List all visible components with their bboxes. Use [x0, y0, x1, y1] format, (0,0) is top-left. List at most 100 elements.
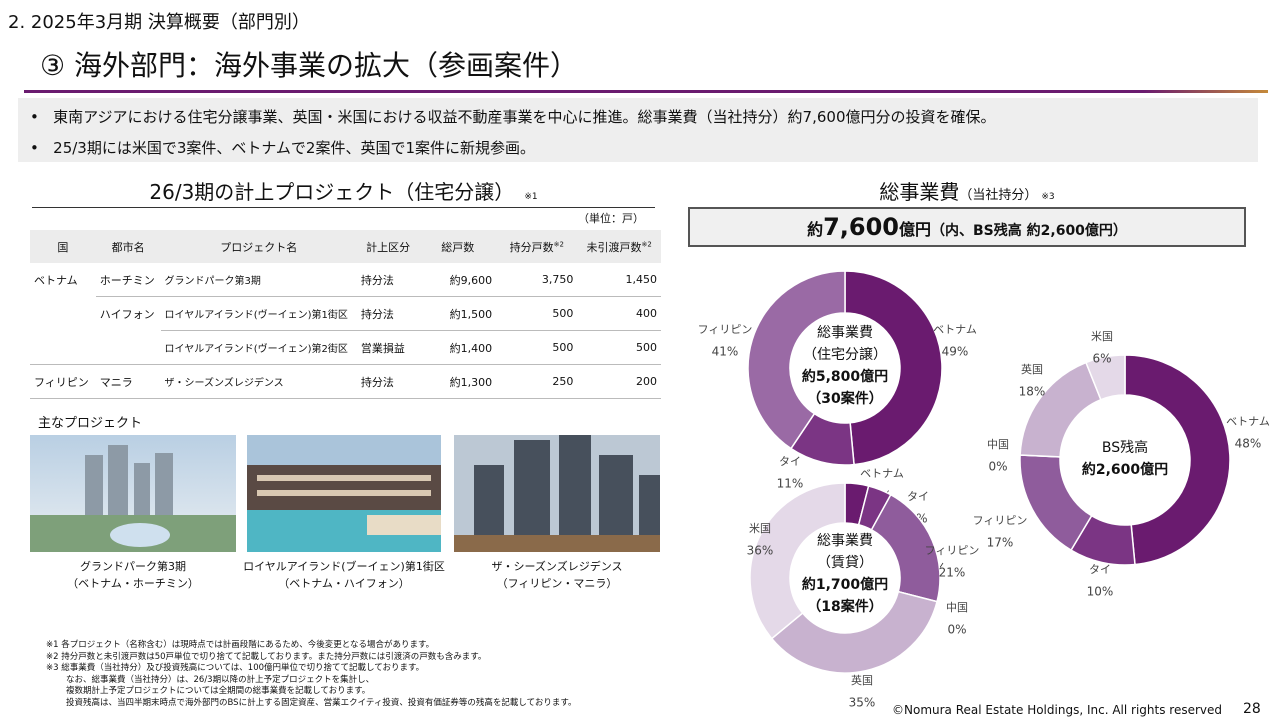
table-cell: フィリピン	[30, 364, 96, 399]
cell-text: フィリピン	[34, 375, 89, 389]
caption: グランドパーク第3期 （ベトナム・ホーチミン）	[30, 558, 236, 592]
cell-text: 500	[636, 341, 657, 354]
table-cell: 約9,600	[419, 263, 497, 297]
total-title-text: 総事業費	[879, 180, 960, 204]
table-cell	[30, 330, 96, 365]
cell-text: 500	[552, 307, 574, 320]
unit: （単位：戸）	[578, 212, 644, 225]
segment-value: 0%	[988, 460, 1007, 474]
segment-label: 米国	[749, 522, 771, 535]
table-cell: 1,450	[577, 263, 661, 297]
table-row: ハイフォン ロイヤルアイランド(ヴーイェン)第1街区 持分法 約1,500 500 400	[30, 296, 661, 331]
table-cell: 500	[577, 330, 661, 365]
cell-text: 営業損益	[360, 341, 405, 355]
caption: ザ・シーズンズレジデンス （フィリピン・マニラ）	[454, 558, 660, 592]
cell-text: グランドパーク第3期	[164, 276, 261, 287]
segment-label: フィリピン	[925, 544, 980, 557]
bullet-text: 25/3期には米国で3案件、ベトナムで2案件、英国で1案件に新規参画。	[53, 139, 536, 157]
table-row: フィリピン マニラ ザ・シーズンズレジデンス 持分法 約1,300 250 200	[30, 364, 661, 399]
cell-text: 約1,500	[449, 307, 493, 321]
table-cell: ホーチミン	[95, 263, 161, 297]
segment-label: 英国	[1021, 362, 1043, 376]
table-cell: ハイフォン	[96, 297, 161, 331]
cell-text: ベトナム	[34, 273, 78, 287]
segment-value: 17%	[987, 536, 1014, 550]
column-header: 総戸数	[419, 230, 497, 263]
segment-value: 49%	[942, 345, 969, 359]
table-cell: 500	[496, 296, 578, 331]
table-cell: ロイヤルアイランド(ヴーイェン)第1街区	[160, 296, 357, 331]
donut-hole	[1061, 396, 1189, 524]
bullet-text: 東南アジアにおける住宅分譲事業、英国・米国における収益不動産事業を中心に推進。総…	[53, 108, 996, 126]
cell-text: 3,750	[541, 273, 574, 286]
table-cell: 約1,500	[419, 296, 497, 331]
footnote: ※3 総事業費（当社持分）及び投資残高については、100億円単位で切り捨てて記載…	[46, 663, 425, 673]
total-box: 約7,600億円（内、BS残高 約2,600億円）	[688, 207, 1246, 247]
page-number: 28	[1243, 701, 1261, 717]
cell-text: 1,450	[625, 273, 658, 286]
total-amount: 7,600	[823, 213, 899, 241]
cell-text: ロイヤルアイランド(ヴーイェン)第2街区	[164, 344, 348, 355]
segment-value: 10%	[1087, 585, 1114, 599]
header-row: 国都市名 プロジェクト名 計上区分 総戸数 持分戸数※2 未引渡戸数※2	[30, 230, 661, 263]
copyright: ©Nomura Real Estate Holdings, Inc. All r…	[892, 703, 1222, 717]
donut-segment	[747, 270, 846, 450]
segment-label: タイ	[907, 490, 929, 503]
donut-center: 約5,800億円	[802, 368, 888, 385]
cell-text: 250	[552, 375, 574, 388]
column-note: ※2	[553, 239, 564, 248]
column-note: ※2	[641, 239, 652, 248]
bullet: • 東南アジアにおける住宅分譲事業、英国・米国における収益不動産事業を中心に推進…	[30, 108, 996, 126]
donut-center: 約1,700億円	[802, 576, 888, 593]
cell-text: ホーチミン	[99, 273, 155, 287]
photo	[30, 435, 236, 552]
table-cell: ロイヤルアイランド(ヴーイェン)第2街区	[160, 330, 357, 365]
cell-text: 400	[636, 307, 657, 320]
caption-line: （ベトナム・ハイフォン）	[278, 577, 410, 590]
segment-label: 米国	[1091, 330, 1113, 343]
column-header: 持分戸数※2	[496, 230, 578, 263]
table-cell: 持分法	[356, 296, 420, 331]
cell-text: マニラ	[99, 375, 133, 389]
column-label: 都市名	[111, 240, 145, 254]
projects-title: 主なプロジェクト	[38, 416, 143, 431]
cell-text: 持分法	[360, 273, 394, 287]
table-cell: グランドパーク第3期	[160, 263, 357, 297]
segment-value: 18%	[1019, 385, 1046, 399]
photo	[454, 435, 660, 552]
caption-line: ザ・シーズンズレジデンス	[491, 560, 623, 573]
segment-value: 35%	[849, 696, 876, 710]
table-cell: 3,750	[496, 263, 578, 297]
cell-text: 200	[636, 375, 657, 388]
cell-text: 約9,600	[449, 273, 493, 287]
donut-center: 総事業費	[817, 325, 873, 341]
cell-text: 持分法	[360, 375, 394, 389]
caption-line: グランドパーク第3期	[80, 560, 186, 573]
table-row: ロイヤルアイランド(ヴーイェン)第2街区 営業損益 約1,400 500 500	[30, 330, 661, 365]
donut-center: （賃貸）	[817, 555, 873, 571]
donut-segment	[1085, 354, 1126, 401]
donut-center: 約2,600億円	[1082, 461, 1168, 478]
total-prefix: 約	[807, 220, 824, 239]
summary-box	[18, 98, 1258, 162]
donut-center: 総事業費	[817, 533, 873, 549]
segment-label: タイ	[1089, 563, 1111, 576]
column-header: 未引渡戸数※2	[577, 230, 661, 263]
project-table: 国都市名 プロジェクト名 計上区分 総戸数 持分戸数※2 未引渡戸数※2 ベトナム ホーチミン…	[30, 230, 661, 399]
caption-line: （ベトナム・ホーチミン）	[67, 577, 199, 590]
total-detail: （内、BS残高 約2,600億円）	[931, 223, 1127, 239]
column-header: プロジェクト名	[160, 230, 357, 263]
donut-center: BS残高	[1102, 439, 1148, 456]
segment-value: 36%	[747, 544, 774, 558]
segment-label: 英国	[851, 673, 873, 687]
table-cell: 200	[577, 364, 661, 399]
table-cell: 約1,400	[419, 330, 497, 365]
bullet: • 25/3期には米国で3案件、ベトナムで2案件、英国で1案件に新規参画。	[30, 139, 536, 157]
cell-text: ザ・シーズンズレジデンス	[164, 378, 284, 389]
caption-line: （フィリピン・マニラ）	[496, 577, 618, 590]
column-label: 未引渡戸数	[586, 240, 642, 254]
note: ※3	[1041, 192, 1055, 202]
title-rule	[24, 90, 1268, 93]
segment-value: 11%	[777, 477, 804, 491]
